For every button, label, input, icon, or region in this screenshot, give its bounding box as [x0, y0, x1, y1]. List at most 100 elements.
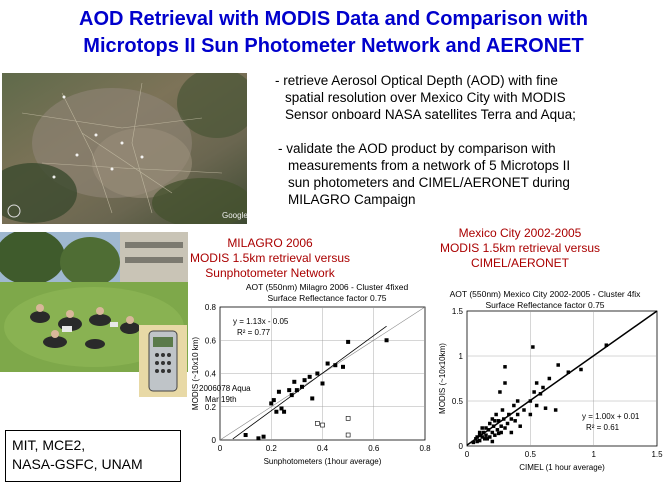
y-tick-label: 0.8: [205, 303, 217, 312]
data-point: [556, 363, 560, 367]
data-point: [310, 396, 315, 401]
data-point: [477, 438, 482, 443]
data-point: [528, 399, 533, 403]
open-data-point: [315, 421, 320, 426]
data-point: [493, 433, 497, 437]
bullet-line: spatial resolution over Mexico City with…: [285, 90, 566, 105]
x-tick-label: 1.5: [651, 450, 663, 459]
data-point: [507, 412, 511, 417]
chart-title-text: AOT (550nm) Milagro 2006 - Cluster 4fixe…: [245, 282, 409, 292]
data-point: [271, 398, 276, 403]
data-point: [538, 392, 543, 396]
google-logo: Google: [222, 211, 247, 220]
data-point: [325, 361, 330, 366]
y-tick-label: 0: [212, 436, 217, 445]
data-point: [488, 435, 492, 439]
bullet-line: measurements from a network of 5 Microto…: [288, 158, 571, 173]
x-tick-label: 0.8: [419, 444, 431, 453]
data-point: [498, 390, 502, 394]
label-line: CIMEL/AERONET: [470, 256, 569, 270]
data-point: [490, 417, 495, 421]
y-tick-label: 0: [459, 442, 464, 451]
chart1-title: AOT (550nm) Milagro 2006 - Cluster 4fixe…: [222, 282, 432, 304]
label-line: Mexico City 2002-2005: [458, 226, 582, 240]
data-point: [477, 433, 482, 437]
regression-line: [232, 325, 387, 440]
data-point: [496, 419, 501, 423]
fit-equation: y = 1.00x + 0.01: [582, 412, 640, 421]
x-tick-label: 1: [591, 450, 596, 459]
data-point: [522, 408, 526, 412]
data-point: [543, 406, 548, 410]
aeronet-scatter-chart: 0 0.5 1 1.5 0 0.5 1 1.5 y = 1.00x + 0.01 R² = 0.6…: [438, 307, 663, 472]
satellite-map-image: Google: [2, 73, 247, 224]
label-line: MILAGRO 2006: [227, 236, 313, 250]
data-point: [491, 424, 496, 428]
data-point: [384, 338, 389, 343]
data-point: [503, 426, 507, 430]
data-point: [515, 399, 520, 403]
page-title: AOD Retrieval with MODIS Data and Compar…: [0, 6, 667, 60]
data-point: [579, 367, 583, 372]
y-tick-label: 0.4: [205, 370, 217, 379]
credits-box: MIT, MCE2, NASA-GSFC, UNAM: [5, 430, 181, 482]
data-point: [480, 426, 484, 430]
data-point: [486, 428, 491, 432]
credit-line: MIT, MCE2,: [12, 437, 86, 453]
data-point: [261, 434, 266, 439]
data-point: [307, 374, 312, 379]
data-point: [276, 389, 281, 394]
data-point: [474, 437, 478, 441]
x-axis-label: CIMEL (1 hour average): [519, 463, 605, 472]
bullet-line: - retrieve Aerosol Optical Depth (AOD) w…: [275, 73, 558, 88]
data-point: [243, 433, 248, 438]
data-point: [503, 381, 507, 385]
data-point: [547, 376, 552, 381]
data-point: [534, 403, 539, 408]
data-point: [541, 385, 545, 390]
x-axis-label: Sunphotometers (1hour average): [264, 457, 382, 466]
credit-line: NASA-GSFC, UNAM: [12, 456, 143, 472]
data-point: [302, 378, 307, 383]
data-point: [488, 421, 492, 426]
title-line-2: Microtops II Sun Photometer Network and …: [83, 35, 584, 57]
data-point: [500, 408, 505, 412]
milagro-scatter-chart: 0 0.2 0.4 0.6 0.8 0 0.2 0.4 0.6 0.8 y = 1.13x - 0.…: [191, 303, 431, 466]
x-tick-label: 0: [465, 450, 470, 459]
data-point: [341, 364, 345, 369]
data-point: [531, 345, 535, 349]
data-point: [512, 403, 516, 408]
open-data-point: [345, 416, 351, 421]
data-point: [484, 433, 488, 437]
data-point: [501, 417, 506, 421]
y-tick-label: 0.2: [205, 403, 217, 412]
data-point: [475, 435, 479, 439]
data-point: [333, 363, 338, 368]
data-point: [315, 371, 320, 376]
data-point: [289, 393, 294, 398]
data-point: [509, 430, 514, 435]
data-point: [287, 388, 292, 393]
open-data-point: [345, 432, 351, 438]
data-point: [534, 381, 539, 385]
x-tick-label: 0.4: [317, 444, 329, 453]
data-point: [528, 412, 533, 417]
data-point: [282, 409, 287, 414]
field-campaign-photo: [0, 232, 188, 372]
data-point: [279, 406, 284, 411]
label-line: Sunphotometer Network: [205, 266, 335, 280]
data-point: [505, 421, 510, 426]
data-point: [485, 437, 490, 441]
chart-subtitle-text: Surface Reflectance factor 0.75: [485, 300, 605, 310]
data-point: [513, 419, 517, 423]
y-axis-label: MODIS (~10x10km): [438, 343, 447, 414]
chart-title-text: AOT (550nm) Mexico City 2002-2005 - Clus…: [449, 289, 641, 299]
data-point: [503, 365, 507, 369]
r-squared: R² = 0.77: [237, 328, 271, 337]
bullet-retrieve: - retrieve Aerosol Optical Depth (AOD) w…: [275, 72, 665, 123]
data-point: [269, 401, 274, 406]
regression-line: [466, 310, 658, 446]
mexico-city-label: Mexico City 2002-2005 MODIS 1.5km retrie…: [395, 226, 645, 271]
data-point: [499, 430, 503, 435]
data-point: [509, 417, 514, 421]
